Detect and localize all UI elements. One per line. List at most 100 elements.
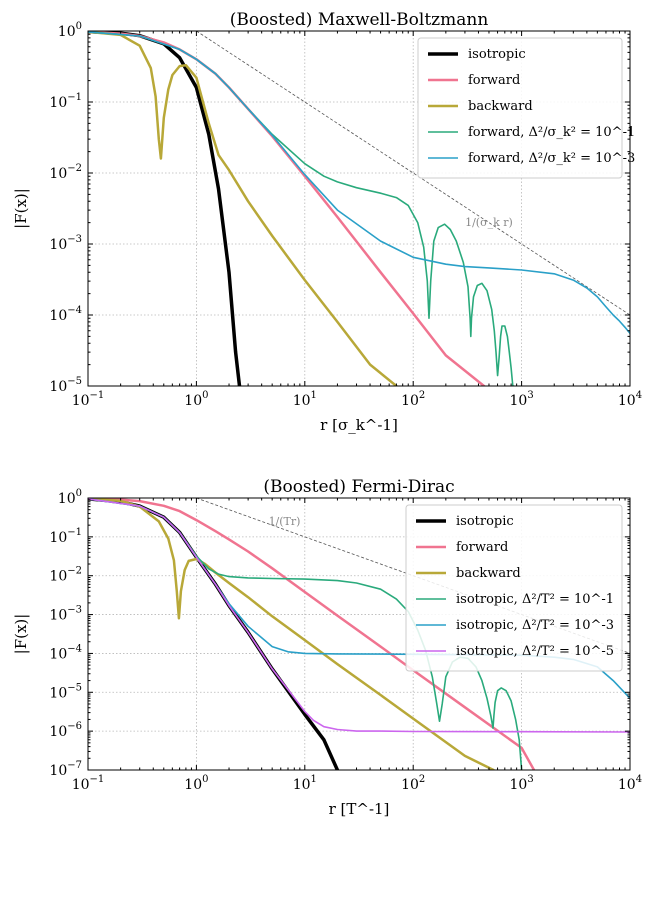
reference-line-label: 1/(σ_k r): [465, 216, 513, 229]
x-tick-label: 104: [618, 390, 642, 409]
x-tick-base: 10: [184, 393, 202, 409]
x-tick-label: 102: [401, 390, 425, 409]
y-tick-base: 10: [49, 166, 67, 182]
plot-frame: [87, 497, 631, 771]
x-tick-label: 100: [184, 774, 208, 793]
legend-label: backward: [468, 99, 533, 114]
y-tick-label: 10−2: [49, 566, 82, 585]
y-tick-label: 10−1: [49, 527, 82, 546]
x-tick-label: 104: [618, 774, 642, 793]
x-tick-label: 10−1: [72, 774, 105, 793]
series-line-1: [88, 498, 536, 770]
x-tick-base: 10: [184, 777, 202, 793]
y-tick-exp: −3: [67, 605, 82, 616]
reference-line-label: 1/(Tr): [269, 515, 301, 528]
legend: isotropic forward backward isotropic, Δ²/T²…: [405, 504, 623, 672]
y-tick-label: 10−2: [49, 163, 82, 182]
x-tick-exp: 4: [636, 390, 642, 401]
legend-label: isotropic, Δ²/T² = 10^-5: [456, 644, 614, 659]
series-line-5: [88, 498, 630, 733]
x-tick-label: 101: [293, 390, 317, 409]
legend-label: backward: [456, 566, 521, 581]
y-tick-base: 10: [49, 724, 67, 740]
series-line-0: [88, 31, 242, 386]
x-tick-exp: 3: [527, 774, 533, 785]
y-tick-base: 10: [49, 308, 67, 324]
x-tick-base: 10: [618, 393, 636, 409]
x-tick-base: 10: [72, 777, 90, 793]
legend-label: forward: [456, 540, 508, 555]
legend-box: [417, 37, 623, 179]
x-tick-exp: 2: [419, 774, 425, 785]
y-tick-exp: −2: [67, 163, 82, 174]
y-tick-base: 10: [49, 237, 67, 253]
legend-label: forward, Δ²/σ_k² = 10^-3: [468, 151, 635, 166]
plot-frame: [87, 30, 631, 387]
x-tick-exp: 1: [311, 774, 317, 785]
x-tick-exp: 1: [311, 390, 317, 401]
y-tick-base: 10: [49, 379, 67, 395]
x-tick-label: 103: [509, 774, 533, 793]
series-line-0: [88, 498, 340, 770]
chart-title: (Boosted) Maxwell-Boltzmann: [230, 10, 489, 30]
y-tick-label: 10−6: [49, 721, 82, 740]
y-tick-label: 10−5: [49, 682, 82, 701]
legend-label: isotropic: [456, 514, 514, 529]
x-tick-exp: −1: [90, 390, 105, 401]
y-tick-label: 10−3: [49, 605, 82, 624]
y-tick-exp: −5: [67, 682, 82, 693]
series-line-4: [88, 31, 630, 335]
x-tick-base: 10: [401, 777, 419, 793]
y-tick-exp: −3: [67, 234, 82, 245]
series-group: [88, 31, 630, 386]
x-tick-label: 10−1: [72, 390, 105, 409]
chart-maxwell-boltzmann: 1/(σ_k r)10−1 100 101 102 103 10410−510−410−3…: [12, 10, 642, 434]
series-line-3: [88, 31, 515, 386]
legend-label: isotropic: [468, 47, 526, 62]
y-tick-label: 10−7: [49, 760, 82, 779]
series-line-2: [88, 31, 398, 386]
y-tick-exp: −6: [67, 721, 82, 732]
y-tick-exp: −7: [67, 760, 82, 771]
x-tick-exp: 0: [202, 390, 208, 401]
y-tick-base: 10: [49, 685, 67, 701]
x-tick-label: 103: [509, 390, 533, 409]
y-tick-exp: −1: [67, 92, 82, 103]
x-tick-exp: 4: [636, 774, 642, 785]
x-tick-base: 10: [293, 393, 311, 409]
legend-label: forward, Δ²/σ_k² = 10^-1: [468, 125, 635, 140]
x-tick-exp: 2: [419, 390, 425, 401]
x-tick-exp: 3: [527, 390, 533, 401]
x-tick-label: 102: [401, 774, 425, 793]
y-tick-base: 10: [49, 95, 67, 111]
legend-label: isotropic, Δ²/T² = 10^-1: [456, 592, 614, 607]
series-line-2: [88, 498, 495, 770]
y-tick-base: 10: [49, 608, 67, 624]
y-tick-exp: −2: [67, 566, 82, 577]
chart-title: (Boosted) Fermi-Dirac: [263, 477, 454, 497]
legend-box: [405, 504, 623, 672]
x-tick-base: 10: [618, 777, 636, 793]
y-axis-label: |F(x)|: [12, 614, 30, 655]
y-tick-label: 10−4: [49, 643, 82, 662]
y-tick-label: 10−4: [49, 305, 82, 324]
x-tick-base: 10: [293, 777, 311, 793]
x-tick-base: 10: [72, 393, 90, 409]
y-tick-base: 10: [58, 491, 76, 507]
y-tick-label: 10−3: [49, 234, 82, 253]
y-tick-label: 100: [58, 488, 82, 507]
y-axis-label: |F(x)|: [12, 188, 30, 229]
y-tick-exp: −4: [67, 305, 82, 316]
y-tick-label: 10−5: [49, 376, 82, 395]
y-tick-base: 10: [49, 530, 67, 546]
x-tick-base: 10: [401, 393, 419, 409]
x-tick-label: 101: [293, 774, 317, 793]
y-tick-base: 10: [49, 646, 67, 662]
x-axis-label: r [σ_k^-1]: [320, 416, 398, 434]
y-tick-exp: −5: [67, 376, 82, 387]
legend-label: forward: [468, 73, 520, 88]
x-tick-label: 100: [184, 390, 208, 409]
reference-line: [196, 31, 630, 316]
y-tick-base: 10: [49, 763, 67, 779]
